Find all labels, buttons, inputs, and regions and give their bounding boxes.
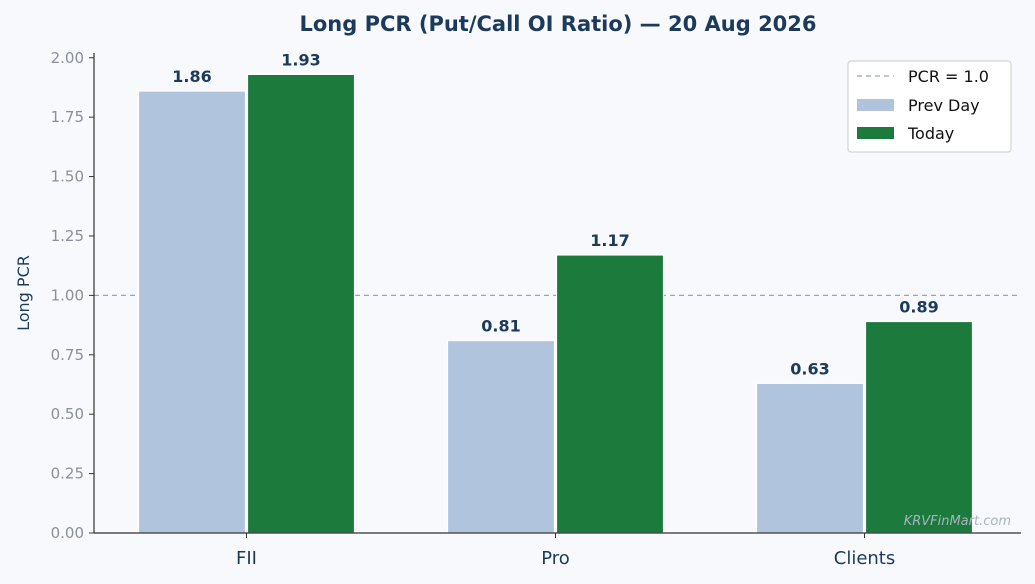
y-tick-label: 1.00	[51, 286, 84, 304]
data-label: 0.81	[481, 317, 520, 336]
y-tick-label: 1.50	[51, 168, 84, 186]
legend-swatch-prev-day	[857, 99, 894, 111]
data-label: 1.86	[172, 67, 211, 86]
bar-today-clients	[864, 320, 974, 534]
x-tick-label: Clients	[834, 548, 896, 569]
y-tick-label: 1.25	[51, 227, 84, 245]
legend-label-today: Today	[907, 124, 954, 143]
data-label: 0.63	[790, 359, 829, 378]
y-tick-label: 0.75	[51, 346, 84, 364]
data-label: 1.17	[590, 231, 629, 250]
bar-prev-day-pro	[446, 339, 556, 534]
legend-label-reference: PCR = 1.0	[908, 67, 989, 86]
legend: PCR = 1.0 Prev Day Today	[847, 60, 1012, 153]
x-tick-label: Pro	[541, 548, 570, 569]
y-tick-label: 0.25	[51, 465, 84, 483]
legend-label-prev-day: Prev Day	[908, 96, 980, 115]
y-tick-label: 0.00	[51, 524, 84, 542]
y-tick-label: 2.00	[51, 49, 84, 67]
bars-group	[137, 73, 974, 534]
y-tick-label: 1.75	[51, 108, 84, 126]
bar-prev-day-fii	[137, 90, 247, 534]
data-label: 1.93	[281, 50, 320, 69]
data-labels-group: 1.86 1.93 0.81 1.17 0.63 0.89	[172, 50, 938, 378]
axes-group: FII Pro Clients 0.00 0.25 0.50 0.75 1.00 1.25 1.5…	[51, 49, 1021, 569]
bar-today-pro	[555, 254, 665, 534]
chart-title: Long PCR (Put/Call OI Ratio) — 20 Aug 20…	[299, 12, 816, 36]
bar-today-fii	[246, 73, 356, 534]
bar-prev-day-clients	[755, 382, 865, 534]
watermark: KRVFinMart.com	[904, 514, 1011, 529]
y-axis-label: Long PCR	[14, 255, 33, 331]
data-label: 0.89	[899, 298, 938, 317]
legend-swatch-today	[857, 127, 894, 139]
x-tick-label: FII	[236, 548, 257, 569]
y-tick-label: 0.50	[51, 405, 84, 423]
